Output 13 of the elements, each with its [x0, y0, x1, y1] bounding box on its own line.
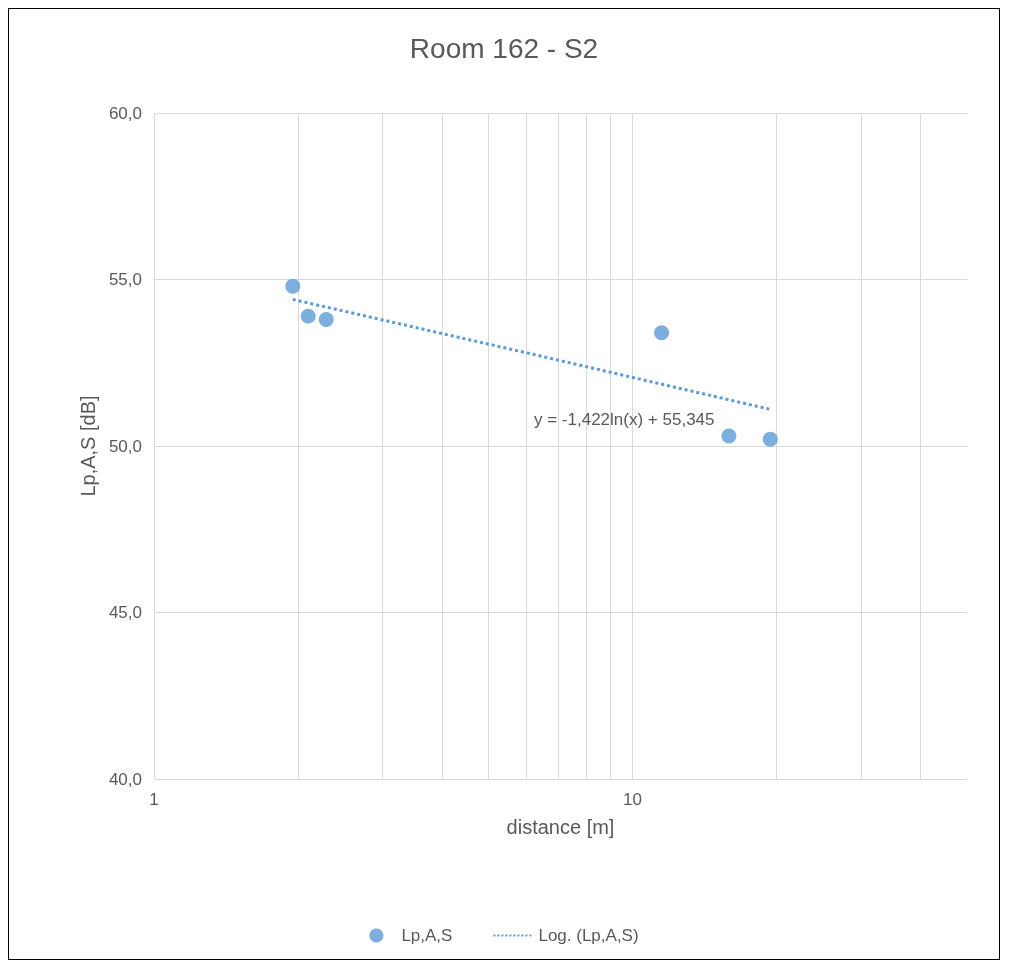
x-tick-label: 10: [623, 790, 642, 809]
legend-label: Log. (Lp,A,S): [538, 926, 639, 945]
y-axis-title: Lp,A,S [dB]: [77, 395, 100, 497]
y-tick-label: 45,0: [108, 603, 142, 622]
x-tick-label: 1: [149, 790, 159, 809]
chart-title: Room 162 - S2: [409, 32, 599, 64]
y-tick-label: 40,0: [108, 769, 142, 789]
annotation: y = -1,422ln(x) + 55,345: [534, 410, 715, 429]
legend-label: Lp,A,S: [401, 926, 453, 945]
y-tick-label: 55,0: [108, 270, 142, 289]
y-tick-label: 60,0: [108, 103, 142, 123]
x-axis-title: distance [m]: [506, 816, 615, 838]
y-tick-label: 50,0: [108, 436, 142, 456]
